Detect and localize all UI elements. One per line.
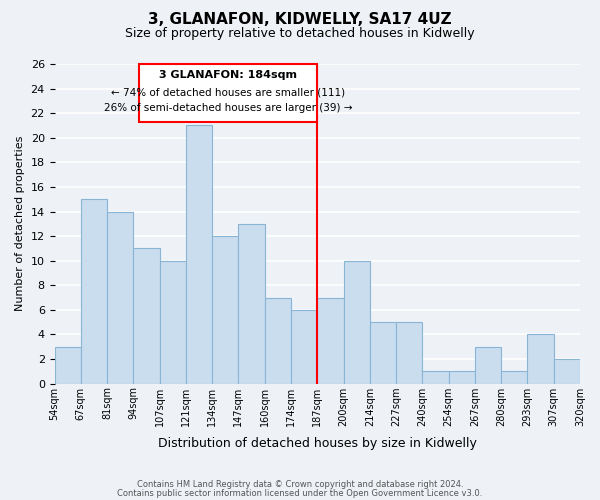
Text: 26% of semi-detached houses are larger (39) →: 26% of semi-detached houses are larger (… bbox=[104, 104, 352, 114]
Bar bbox=[133, 248, 160, 384]
Text: Contains public sector information licensed under the Open Government Licence v3: Contains public sector information licen… bbox=[118, 489, 482, 498]
Bar bbox=[370, 322, 396, 384]
X-axis label: Distribution of detached houses by size in Kidwelly: Distribution of detached houses by size … bbox=[158, 437, 477, 450]
Text: Size of property relative to detached houses in Kidwelly: Size of property relative to detached ho… bbox=[125, 28, 475, 40]
Y-axis label: Number of detached properties: Number of detached properties bbox=[15, 136, 25, 312]
Bar bbox=[55, 346, 81, 384]
Bar bbox=[396, 322, 422, 384]
Bar bbox=[527, 334, 554, 384]
Bar bbox=[160, 260, 186, 384]
Bar bbox=[475, 346, 501, 384]
FancyBboxPatch shape bbox=[139, 64, 317, 122]
Bar bbox=[449, 372, 475, 384]
Bar bbox=[265, 298, 291, 384]
Bar bbox=[344, 260, 370, 384]
Bar bbox=[81, 199, 107, 384]
Bar bbox=[501, 372, 527, 384]
Bar bbox=[554, 359, 580, 384]
Text: Contains HM Land Registry data © Crown copyright and database right 2024.: Contains HM Land Registry data © Crown c… bbox=[137, 480, 463, 489]
Text: 3 GLANAFON: 184sqm: 3 GLANAFON: 184sqm bbox=[159, 70, 297, 80]
Bar bbox=[317, 298, 344, 384]
Bar bbox=[186, 126, 212, 384]
Text: ← 74% of detached houses are smaller (111): ← 74% of detached houses are smaller (11… bbox=[111, 88, 345, 98]
Bar bbox=[107, 212, 133, 384]
Bar bbox=[238, 224, 265, 384]
Bar bbox=[422, 372, 449, 384]
Bar bbox=[291, 310, 317, 384]
Bar bbox=[212, 236, 238, 384]
Text: 3, GLANAFON, KIDWELLY, SA17 4UZ: 3, GLANAFON, KIDWELLY, SA17 4UZ bbox=[148, 12, 452, 28]
